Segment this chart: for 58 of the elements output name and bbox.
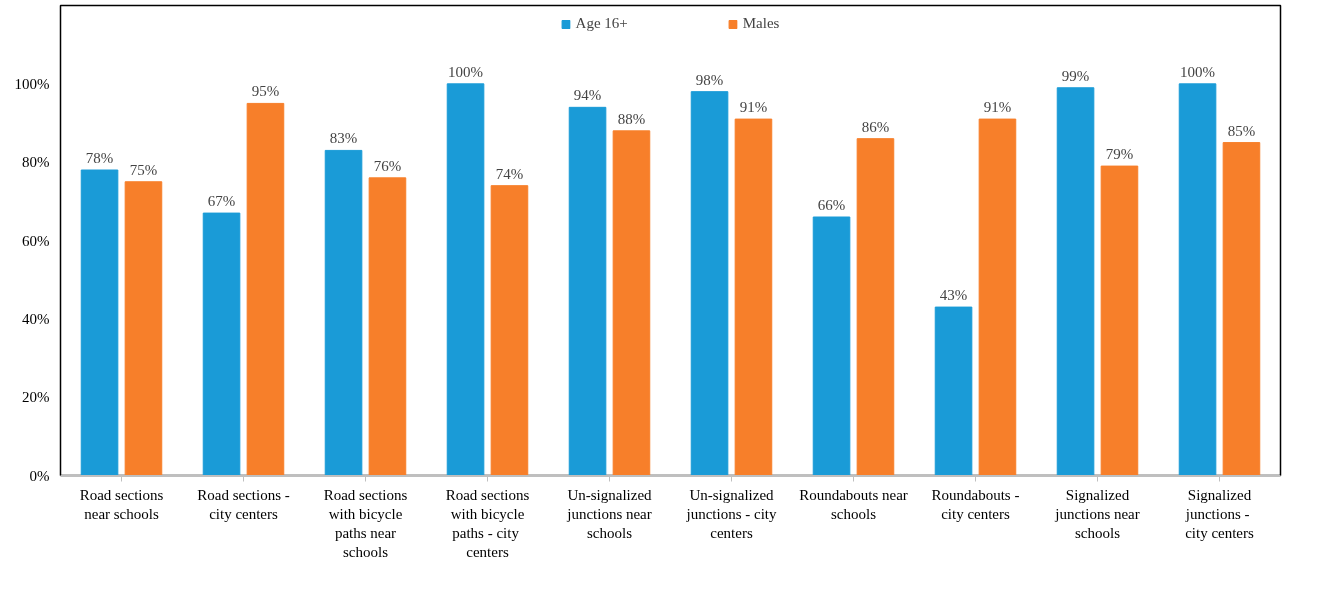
data-label: 100%	[448, 63, 484, 80]
data-label: 99%	[1061, 67, 1090, 84]
x-tick-label: Un-signalized junctions - city centers	[685, 486, 777, 541]
x-tick-label: Road sections with bicycle paths - city centers	[445, 486, 530, 561]
bar	[1100, 165, 1139, 476]
y-tick-label: 60%	[22, 232, 50, 249]
data-label: 75%	[129, 161, 158, 178]
bar	[612, 130, 651, 476]
data-label: 88%	[617, 110, 646, 127]
data-label: 91%	[983, 99, 1012, 116]
bar	[812, 216, 851, 476]
bar	[1056, 87, 1095, 476]
bar	[202, 212, 241, 476]
data-label: 86%	[861, 118, 890, 135]
bar	[246, 102, 285, 476]
bar	[1222, 142, 1261, 476]
bar	[446, 83, 485, 476]
legend-label: Age 16+	[575, 15, 628, 32]
data-label: 74%	[495, 165, 524, 182]
bar	[568, 106, 607, 476]
x-tick-label: Signalized junctions near schools	[1054, 486, 1140, 541]
bar	[324, 149, 363, 476]
bar	[124, 181, 163, 476]
y-tick-label: 20%	[22, 389, 50, 406]
data-label: 85%	[1227, 122, 1256, 139]
data-label: 95%	[251, 83, 280, 100]
y-tick-label: 0%	[29, 467, 50, 484]
bar	[690, 91, 729, 476]
data-label: 91%	[739, 99, 768, 116]
bar	[490, 185, 529, 476]
data-label: 43%	[939, 287, 968, 304]
data-label: 100%	[1180, 63, 1216, 80]
data-label: 67%	[207, 193, 236, 210]
bar	[978, 118, 1017, 476]
data-label: 83%	[329, 130, 358, 147]
data-label: 79%	[1105, 146, 1134, 163]
data-label: 66%	[817, 197, 846, 213]
x-tick-label: Roundabouts near schools	[799, 486, 908, 522]
data-label: 76%	[373, 157, 402, 174]
x-tick-label: Roundabouts - city centers	[931, 486, 1020, 522]
x-tick-label: Un-signalized junctions near schools	[566, 486, 653, 541]
bar	[734, 118, 773, 476]
data-label: 94%	[573, 87, 602, 104]
x-tick-label: Road sections with bicycle paths near schools	[323, 486, 408, 561]
bar	[856, 138, 895, 476]
bar	[80, 169, 119, 476]
bar	[1178, 83, 1217, 476]
y-tick-label: 40%	[22, 310, 50, 327]
y-tick-label: 80%	[22, 154, 50, 171]
bar	[368, 177, 407, 476]
x-tick-label: Road sections near schools	[79, 486, 164, 522]
data-label: 78%	[85, 150, 114, 166]
data-label: 98%	[695, 71, 724, 88]
y-tick-label: 100%	[14, 75, 50, 92]
x-tick-label: Signalized junctions - city centers	[1184, 486, 1255, 541]
bar	[934, 306, 973, 476]
legend-label: Males	[742, 15, 780, 32]
x-tick-label: Road sections - city centers	[197, 486, 290, 522]
